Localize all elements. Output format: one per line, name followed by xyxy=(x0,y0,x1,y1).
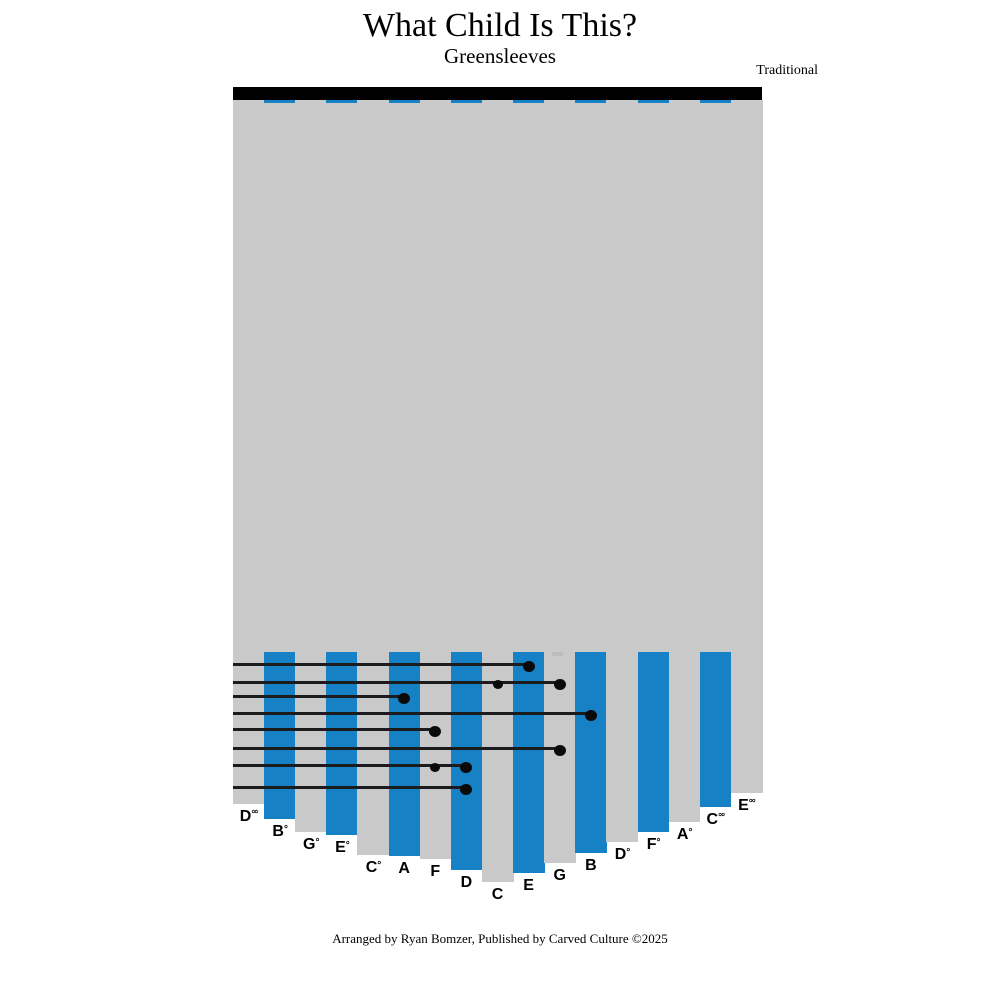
tine-label: B xyxy=(585,857,597,874)
song-subtitle: Greensleeves xyxy=(444,44,556,68)
bridge-bar xyxy=(233,87,762,100)
note-dot-end xyxy=(398,692,411,704)
tine-label: D° xyxy=(614,846,631,863)
tine-label: E xyxy=(523,877,534,894)
note-dot-end xyxy=(584,709,597,721)
note-line xyxy=(233,711,594,715)
note-dot-end xyxy=(460,761,473,773)
tine-label: D°° xyxy=(239,808,259,825)
note-dot-end xyxy=(429,725,442,737)
note-line xyxy=(233,763,470,767)
tine-label: C xyxy=(491,886,504,903)
note-line xyxy=(233,746,563,750)
tine-label: E°° xyxy=(738,797,756,814)
tine-label: F° xyxy=(646,836,661,853)
tine-label: G xyxy=(553,867,566,884)
footer-credit: Arranged by Ryan Bomzer, Published by Ca… xyxy=(332,931,668,946)
note-dot-end xyxy=(553,744,566,756)
kalimba-body xyxy=(233,102,762,652)
tine-label: D xyxy=(460,874,473,891)
note-dot xyxy=(492,679,503,689)
tine-label: C° xyxy=(365,859,382,876)
note-line xyxy=(233,662,532,666)
song-title: What Child Is This? xyxy=(362,7,638,44)
tine-label: A xyxy=(398,860,410,877)
note-line xyxy=(233,694,408,698)
tine-label: B° xyxy=(272,823,288,840)
tine-label: A° xyxy=(676,826,693,843)
tine-label: F xyxy=(430,863,441,880)
note-line xyxy=(233,785,470,789)
faded-tick xyxy=(552,652,563,656)
tine-label: G° xyxy=(303,836,319,853)
note-dot-end xyxy=(553,678,566,690)
note-dot xyxy=(430,762,441,772)
kalimba-tablature: D°° B° G° E° C° A F D C E G B D° F° A° C°° E°° xyxy=(233,87,763,937)
note-line xyxy=(233,727,439,731)
note-line xyxy=(233,680,563,684)
note-dot-end xyxy=(522,660,535,672)
tine-label: E° xyxy=(335,839,350,856)
note-dot-end xyxy=(460,783,473,795)
composer-credit: Traditional xyxy=(756,63,818,78)
tine-label: C°° xyxy=(706,811,726,828)
